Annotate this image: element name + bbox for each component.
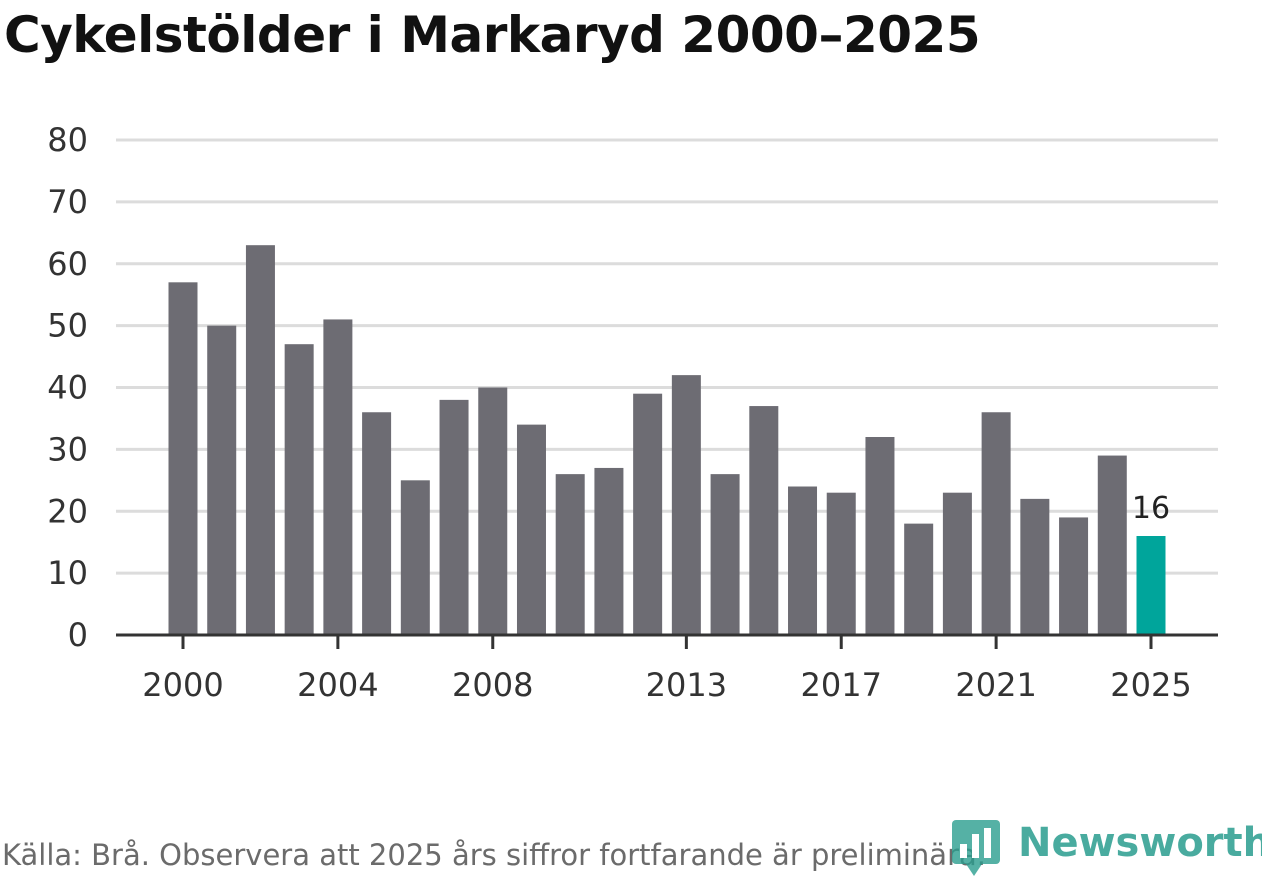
x-tick-label: 2000 bbox=[142, 666, 223, 704]
bar-2010 bbox=[555, 474, 585, 635]
newsworthy-logo: Newsworthy bbox=[952, 818, 1262, 878]
y-tick-label: 20 bbox=[47, 492, 88, 530]
x-axis-ticks: 2000 2004 2008 2013 2017 2021 2025 bbox=[142, 635, 1192, 704]
chart-title: Cykelstölder i Markaryd 2000–2025 bbox=[4, 6, 981, 64]
bar-2006 bbox=[400, 480, 430, 635]
bar-2024 bbox=[1097, 455, 1127, 635]
bar-2001 bbox=[207, 325, 237, 635]
bars bbox=[168, 245, 1166, 635]
bar-chart-icon bbox=[952, 820, 1000, 876]
bar-2013 bbox=[671, 375, 701, 635]
bar-2002 bbox=[245, 245, 275, 635]
y-tick-label: 30 bbox=[47, 430, 88, 468]
brand-name: Newsworthy bbox=[1018, 820, 1262, 866]
x-tick-label: 2021 bbox=[955, 666, 1036, 704]
bar-2007 bbox=[439, 399, 469, 635]
y-tick-label: 70 bbox=[47, 183, 88, 221]
y-tick-label: 50 bbox=[47, 307, 88, 345]
y-axis-ticks: 0 10 20 30 40 50 60 70 80 bbox=[47, 121, 88, 654]
x-tick-label: 2025 bbox=[1110, 666, 1191, 704]
x-tick-label: 2008 bbox=[452, 666, 533, 704]
data-labels: 16 bbox=[1132, 491, 1170, 526]
bar-2025 bbox=[1136, 536, 1166, 635]
bar-2016 bbox=[788, 486, 818, 635]
bar-2018 bbox=[865, 437, 895, 635]
bar-2014 bbox=[710, 474, 740, 635]
bar-2022 bbox=[1020, 498, 1050, 635]
bar-2021 bbox=[981, 412, 1011, 635]
y-tick-label: 10 bbox=[47, 554, 88, 592]
bar-2005 bbox=[362, 412, 392, 635]
x-tick-label: 2004 bbox=[297, 666, 378, 704]
bar-2019 bbox=[904, 523, 934, 635]
bar-2000 bbox=[168, 282, 198, 635]
y-tick-label: 0 bbox=[68, 616, 88, 654]
bar-2004 bbox=[323, 319, 353, 635]
bar-2017 bbox=[826, 492, 856, 635]
y-tick-label: 80 bbox=[47, 121, 88, 159]
bar-2003 bbox=[284, 344, 314, 635]
bar-2012 bbox=[633, 393, 663, 635]
bar-2011 bbox=[594, 467, 624, 635]
source-note: Källa: Brå. Observera att 2025 års siffr… bbox=[2, 838, 986, 872]
x-tick-label: 2013 bbox=[646, 666, 727, 704]
bar-2023 bbox=[1059, 517, 1089, 635]
bar-2015 bbox=[749, 406, 779, 635]
bar-2009 bbox=[516, 424, 546, 635]
y-tick-label: 60 bbox=[47, 245, 88, 283]
bar-2020 bbox=[942, 492, 972, 635]
bar-2008 bbox=[478, 387, 508, 635]
y-tick-label: 40 bbox=[47, 369, 88, 407]
data-label-2025: 16 bbox=[1132, 491, 1170, 526]
x-tick-label: 2017 bbox=[801, 666, 882, 704]
gridlines bbox=[116, 138, 1218, 575]
